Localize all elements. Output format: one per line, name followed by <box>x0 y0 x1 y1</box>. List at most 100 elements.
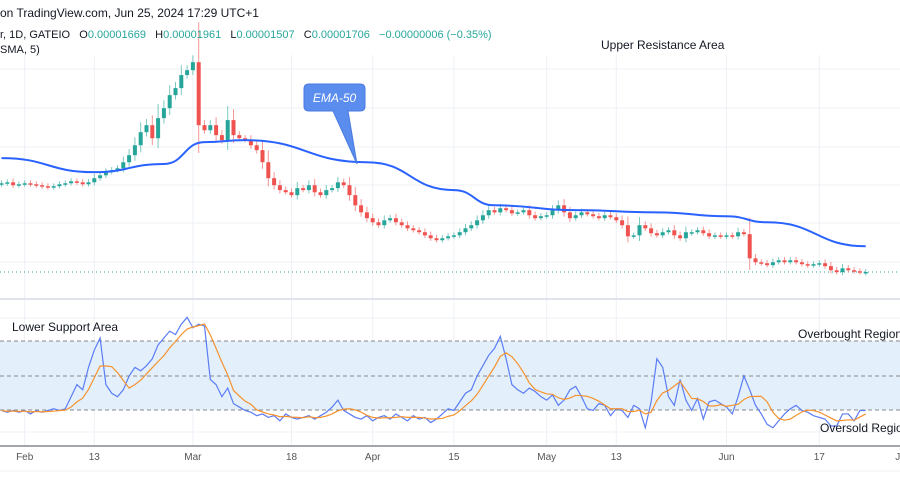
candle-body <box>683 232 688 239</box>
candle-body <box>434 238 439 241</box>
candle-body <box>225 120 230 141</box>
rsi-line <box>1 316 866 431</box>
candle-body <box>533 215 538 219</box>
candle-body <box>103 172 108 176</box>
candle-body <box>417 230 422 233</box>
time-tick-label: 15 <box>448 452 460 463</box>
candle-body <box>672 230 677 236</box>
close-value: 0.00001706 <box>311 29 370 41</box>
candle-body <box>538 216 543 219</box>
candle-body <box>846 268 851 271</box>
candle-body <box>614 217 619 221</box>
candle-body <box>138 132 143 146</box>
candle-body <box>828 266 833 271</box>
candle-body <box>63 183 68 185</box>
time-tick-label: 13 <box>610 452 622 463</box>
candle-body <box>266 162 271 179</box>
candle-body <box>643 225 648 229</box>
low-label: L <box>230 29 237 41</box>
chart-source-header: on TradingView.com, Jun 25, 2024 17:29 U… <box>0 6 259 20</box>
rsi-sma-line <box>1 323 866 422</box>
candle-body <box>527 210 532 216</box>
candle-body <box>817 263 822 265</box>
candle-body <box>161 108 166 119</box>
upper-resistance-label: Upper Resistance Area <box>601 38 725 52</box>
candle-body <box>695 230 700 233</box>
candle-body <box>121 162 126 169</box>
candle-body <box>127 155 132 163</box>
candle-body <box>567 212 572 219</box>
overbought-label: Overbought Region <box>798 327 900 341</box>
candle-body <box>92 178 97 183</box>
candle-body <box>591 214 596 217</box>
candle-body <box>480 215 485 221</box>
low-value: 0.00001507 <box>236 29 295 41</box>
candle-body <box>776 260 781 263</box>
candle-body <box>585 212 590 215</box>
time-tick-label: 17 <box>813 452 825 463</box>
candle-body <box>405 225 410 229</box>
candle-body <box>231 120 236 136</box>
indicator-legend[interactable]: SMA, 5) <box>0 44 40 56</box>
candle-body <box>74 181 79 183</box>
time-tick-label: 13 <box>88 452 100 463</box>
candle-body <box>509 210 514 214</box>
candle-body <box>312 185 317 193</box>
candle-body <box>80 182 85 185</box>
candle-body <box>428 235 433 239</box>
candle-body <box>782 260 787 263</box>
candle-body <box>794 260 799 263</box>
candle-body <box>208 125 213 131</box>
candle-body <box>852 270 857 272</box>
candle-body <box>69 181 74 184</box>
candle-body <box>335 182 340 189</box>
candle-body <box>11 182 16 186</box>
candle-body <box>689 232 694 234</box>
candle-body <box>115 168 120 171</box>
candle-body <box>202 125 207 131</box>
candle-body <box>765 263 770 266</box>
candle-body <box>724 235 729 237</box>
candle-body <box>440 238 445 241</box>
candle-body <box>770 262 775 266</box>
candle-body <box>562 205 567 213</box>
candle-body <box>382 220 387 226</box>
candle-body <box>167 95 172 109</box>
candle-body <box>219 135 224 141</box>
time-tick-label: Apr <box>364 452 381 463</box>
candle-body <box>602 215 607 219</box>
candle-body <box>411 228 416 231</box>
candle-body <box>730 235 735 237</box>
candle-body <box>469 225 474 229</box>
ema-50-line <box>1 139 866 248</box>
time-tick-label: 18 <box>285 452 298 463</box>
candle-body <box>341 182 346 186</box>
candle-body <box>521 210 526 213</box>
candle-body <box>504 208 509 211</box>
candle-body <box>22 183 27 185</box>
candle-body <box>788 260 793 263</box>
candle-body <box>179 75 184 89</box>
candle-body <box>254 145 259 151</box>
candle-body <box>40 185 45 187</box>
close-label: C <box>303 29 312 41</box>
candle-body <box>237 135 242 139</box>
candle-body <box>359 205 364 213</box>
time-tick-label: Mar <box>184 452 202 463</box>
candle-body <box>579 212 584 216</box>
candle-body <box>277 185 282 191</box>
candle-body <box>556 205 561 211</box>
candle-body <box>451 235 456 237</box>
open-value: 0.00001669 <box>87 29 146 41</box>
candle-body <box>388 218 393 221</box>
candle-body <box>747 234 752 259</box>
candle-body <box>376 222 381 226</box>
candle-body <box>0 183 4 185</box>
candle-body <box>283 190 288 193</box>
candle-body <box>620 220 625 226</box>
candle-body <box>666 230 671 233</box>
candle-body <box>799 262 804 265</box>
candle-body <box>399 222 404 226</box>
candle-body <box>289 192 294 196</box>
